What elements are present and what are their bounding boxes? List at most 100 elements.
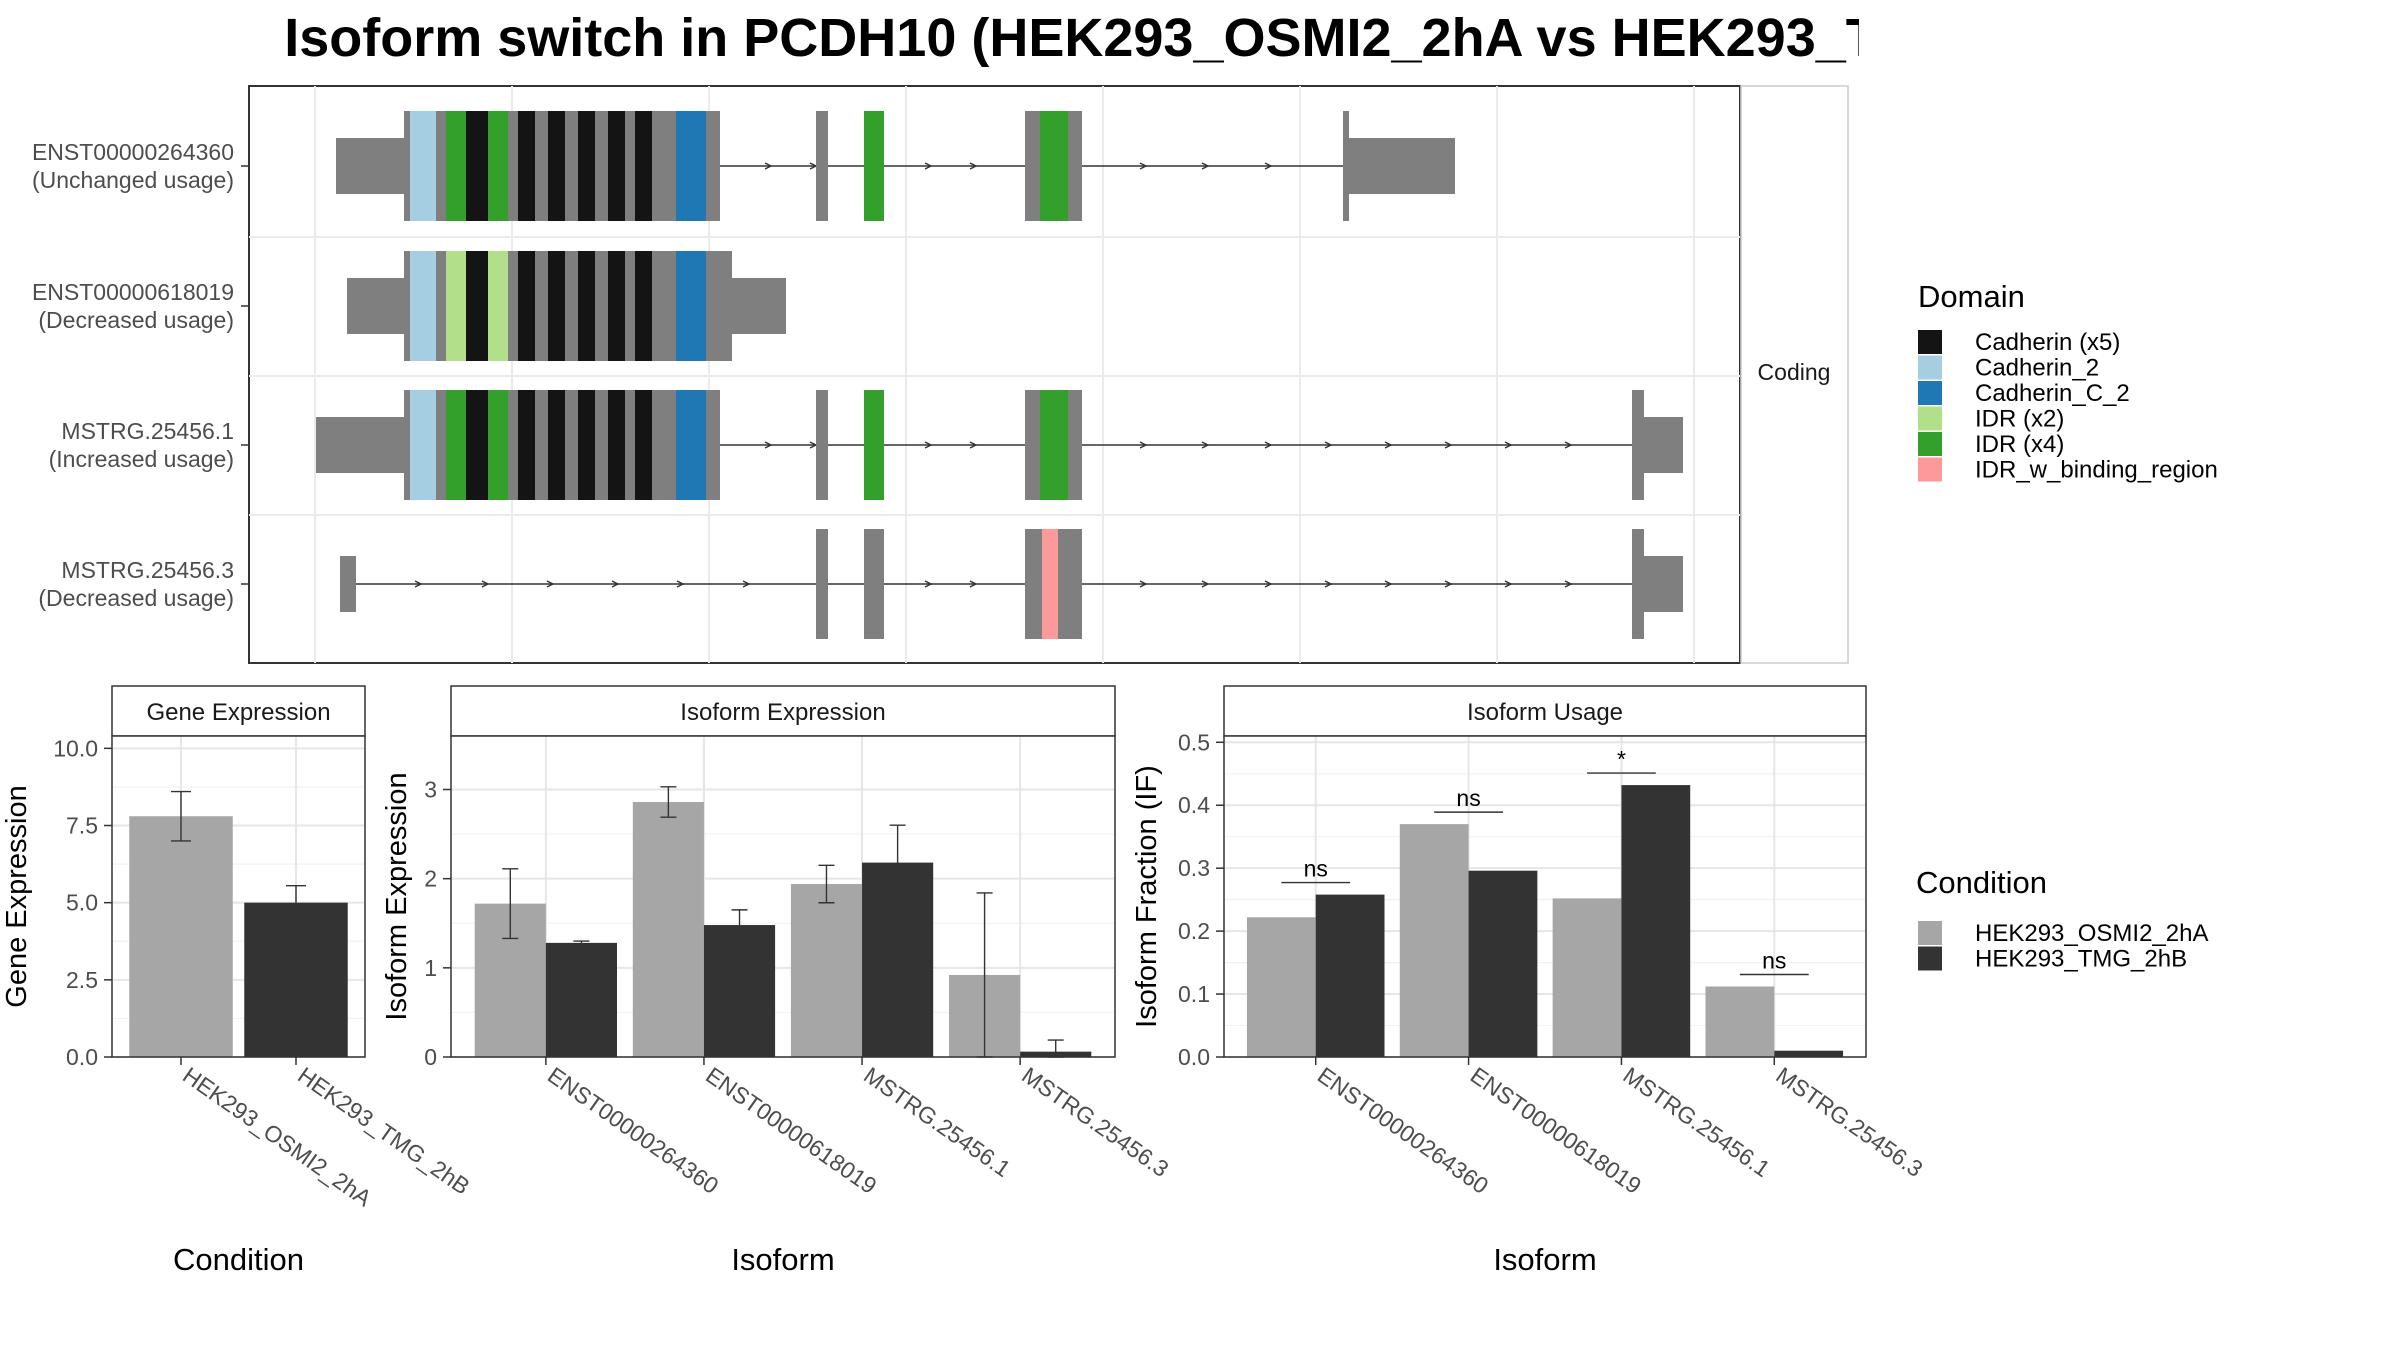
transcript-3 xyxy=(316,390,1683,500)
utr-block xyxy=(316,417,404,473)
legend-label: IDR (x2) xyxy=(1975,406,2064,433)
y-tick-label: 0.5 xyxy=(1178,729,1210,755)
significance-label: ns xyxy=(1304,856,1328,882)
exon-segment xyxy=(816,529,828,639)
panel-title: Isoform Expression xyxy=(680,699,885,726)
transcript-structure-panel: Coding ENST00000264360(Unchanged usage) E… xyxy=(32,85,1849,664)
intron-arrow xyxy=(1139,580,1148,588)
intron-arrow xyxy=(1201,580,1210,588)
intron-arrow xyxy=(1324,441,1333,449)
y-tick-label: 1 xyxy=(424,955,437,981)
intron-arrow xyxy=(1201,162,1210,170)
legend-label: HEK293_TMG_2hB xyxy=(1975,946,2187,973)
exon-segment xyxy=(706,251,732,361)
x-tick-label: HEK293_OSMI2_2hA xyxy=(178,1062,377,1212)
bar xyxy=(244,902,348,1057)
transcript-usage-label: (Decreased usage) xyxy=(38,307,234,333)
legend-swatch xyxy=(1918,457,1942,482)
legend-swatch xyxy=(1918,355,1942,380)
exon-segment xyxy=(1068,390,1082,500)
y-axis-title: Isoform Fraction (IF) xyxy=(1131,765,1163,1028)
exon-segment xyxy=(625,390,635,500)
exon-segment xyxy=(518,251,535,361)
intron-arrow xyxy=(1564,441,1573,449)
bar xyxy=(1705,986,1775,1057)
legend-label: IDR (x4) xyxy=(1975,431,2064,458)
exon-segment xyxy=(565,111,578,221)
transcript-id-label: ENST00000264360 xyxy=(32,139,234,165)
exon-segment xyxy=(652,111,660,221)
exon-segment xyxy=(410,111,436,221)
bar xyxy=(1246,917,1316,1057)
panel-strip xyxy=(450,685,1116,737)
exon-segment xyxy=(578,390,595,500)
condition-legend-title: Condition xyxy=(1916,865,2047,900)
x-tick-label: ENST00000618019 xyxy=(701,1062,881,1199)
intron-arrow xyxy=(1264,162,1273,170)
exon-segment xyxy=(816,111,828,221)
intron-arrow xyxy=(414,580,423,588)
exon-segment xyxy=(446,251,466,361)
figure-title: Isoform switch in PCDH10 (HEK293_OSMI2_2… xyxy=(284,8,2116,68)
exon-segment xyxy=(446,111,466,221)
intron-arrow xyxy=(1504,441,1513,449)
legend-swatch xyxy=(1918,381,1942,405)
x-axis-title: Isoform xyxy=(731,1242,834,1277)
intron-arrow xyxy=(1139,441,1148,449)
exon-segment xyxy=(595,111,608,221)
transcript-4 xyxy=(340,529,1683,639)
intron-arrow xyxy=(1264,441,1273,449)
utr-block xyxy=(347,278,404,334)
intron-arrow xyxy=(924,580,933,588)
intron-arrow xyxy=(546,580,555,588)
exon-segment xyxy=(535,251,548,361)
exon-segment xyxy=(1632,529,1644,639)
bar xyxy=(1774,1050,1844,1057)
legend-swatch xyxy=(1918,330,1942,354)
intron-arrow xyxy=(1564,580,1573,588)
exon-segment xyxy=(635,251,652,361)
exon-segment xyxy=(608,251,625,361)
exon-segment xyxy=(706,111,720,221)
exon-segment xyxy=(595,390,608,500)
exon-segment xyxy=(706,390,720,500)
domain-legend: Domain Cadherin (x5)Cadherin_2Cadherin_C… xyxy=(1918,279,2218,484)
exon-segment xyxy=(535,390,548,500)
bar xyxy=(1468,870,1538,1057)
transcript-usage-label: (Increased usage) xyxy=(49,446,234,472)
exon-segment xyxy=(404,251,410,361)
exon-segment xyxy=(625,251,635,361)
bar xyxy=(790,884,863,1057)
exon-segment xyxy=(565,390,578,500)
bar xyxy=(1621,785,1691,1057)
transcript-id-label: MSTRG.25456.3 xyxy=(61,557,234,583)
x-tick-label: MSTRG.25456.3 xyxy=(1771,1062,1927,1182)
exon-segment xyxy=(635,111,652,221)
utr-block xyxy=(732,278,786,334)
exon-segment xyxy=(518,390,535,500)
exon-segment xyxy=(1025,529,1042,639)
significance-label: ns xyxy=(1762,948,1786,974)
exon-segment xyxy=(446,390,466,500)
y-tick-label: 10.0 xyxy=(53,735,98,761)
exon-segment xyxy=(436,390,446,500)
transcript-1 xyxy=(336,111,1455,221)
intron-arrow xyxy=(481,580,490,588)
legend-label: IDR_w_binding_region xyxy=(1975,457,2218,484)
exon-segment xyxy=(548,111,565,221)
exon-segment xyxy=(1343,111,1349,221)
exon-segment xyxy=(488,390,508,500)
bar xyxy=(632,801,704,1057)
exon-segment xyxy=(535,111,548,221)
transcript-2 xyxy=(347,251,786,361)
exon-segment xyxy=(578,251,595,361)
exon-segment xyxy=(508,390,518,500)
y-tick-label: 2 xyxy=(424,866,437,892)
intron-arrow xyxy=(676,580,685,588)
exon-segment xyxy=(660,111,676,221)
exon-segment xyxy=(466,390,488,500)
exon-segment xyxy=(518,111,535,221)
y-tick-label: 0 xyxy=(424,1044,437,1070)
panel-strip xyxy=(111,685,366,737)
